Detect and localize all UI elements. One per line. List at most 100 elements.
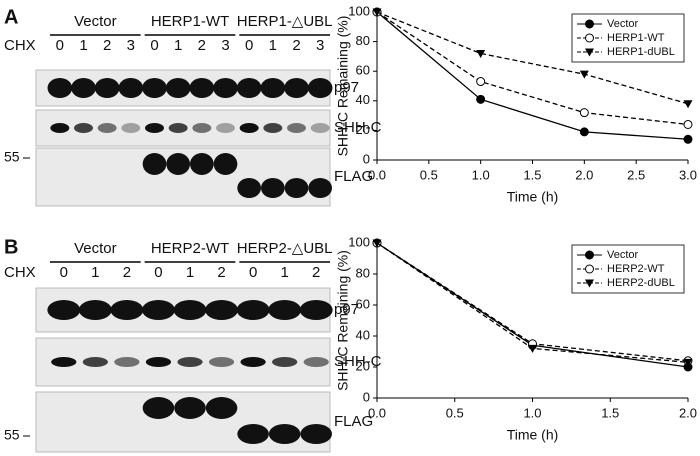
band bbox=[145, 123, 164, 133]
x-tick-label: 1.0 bbox=[523, 405, 541, 420]
band bbox=[165, 78, 191, 98]
lane-label: 0 bbox=[245, 37, 253, 54]
marker bbox=[528, 344, 537, 353]
band bbox=[308, 178, 332, 198]
band bbox=[47, 300, 81, 320]
group-label: Vector bbox=[74, 13, 117, 30]
legend-marker bbox=[585, 264, 594, 274]
band bbox=[78, 300, 112, 320]
band bbox=[237, 178, 261, 198]
band bbox=[118, 78, 144, 98]
legend-label: Vector bbox=[607, 249, 639, 261]
series-line bbox=[376, 11, 689, 105]
y-tick-label: 100 bbox=[348, 234, 370, 249]
band bbox=[145, 357, 172, 367]
legend-marker bbox=[585, 48, 594, 57]
lane-label: 2 bbox=[103, 37, 111, 54]
band bbox=[168, 123, 188, 133]
x-tick-label: 2.0 bbox=[575, 167, 593, 182]
y-tick-label: 0 bbox=[363, 389, 370, 404]
lane-label: 0 bbox=[60, 264, 68, 281]
x-tick-label: 1.0 bbox=[472, 167, 490, 182]
x-tick-label: 2.0 bbox=[679, 405, 697, 420]
band bbox=[114, 357, 140, 367]
marker bbox=[476, 49, 486, 58]
band bbox=[142, 153, 167, 175]
band bbox=[71, 78, 96, 98]
band bbox=[94, 78, 120, 98]
group-label: HERP1-WT bbox=[151, 13, 229, 30]
band bbox=[47, 78, 73, 98]
band bbox=[110, 300, 144, 320]
series-line bbox=[376, 11, 689, 140]
lane-label: 3 bbox=[221, 37, 229, 54]
x-tick-label: 0.5 bbox=[446, 405, 464, 420]
band bbox=[284, 178, 309, 198]
lane-label: 0 bbox=[150, 37, 158, 54]
band bbox=[287, 123, 306, 133]
marker bbox=[683, 119, 693, 129]
panel-label: A bbox=[4, 6, 18, 28]
band bbox=[263, 123, 283, 133]
band bbox=[121, 123, 141, 133]
legend-marker bbox=[585, 279, 594, 288]
band bbox=[190, 153, 214, 175]
band bbox=[237, 424, 269, 444]
series-line bbox=[376, 11, 689, 126]
band bbox=[236, 78, 262, 98]
lane-label: 2 bbox=[292, 37, 300, 54]
x-tick-label: 0.5 bbox=[420, 167, 438, 182]
lane-label: 0 bbox=[249, 264, 257, 281]
y-tick-label: 60 bbox=[356, 63, 370, 78]
treatment-label: CHX bbox=[4, 264, 36, 281]
size-marker: 55 bbox=[4, 149, 20, 165]
band bbox=[74, 123, 93, 133]
band bbox=[142, 78, 167, 98]
x-axis-title: Time (h) bbox=[507, 189, 559, 205]
legend-marker bbox=[585, 250, 594, 260]
group-label: HERP1-△UBL bbox=[237, 13, 333, 30]
band bbox=[213, 78, 238, 98]
row-label: SHH-C bbox=[334, 119, 382, 136]
y-tick-label: 60 bbox=[356, 296, 370, 311]
y-tick-label: 40 bbox=[356, 327, 370, 342]
row-label: FLAG bbox=[334, 168, 373, 185]
band bbox=[142, 397, 175, 419]
y-tick-label: 80 bbox=[356, 33, 370, 48]
y-tick-label: 100 bbox=[348, 3, 370, 18]
band bbox=[272, 357, 298, 367]
band bbox=[97, 123, 117, 133]
band bbox=[205, 300, 238, 320]
x-axis-title: Time (h) bbox=[507, 427, 559, 443]
y-tick-label: 20 bbox=[356, 358, 370, 373]
y-tick-label: 40 bbox=[356, 92, 370, 107]
band bbox=[166, 153, 191, 175]
y-tick-label: 20 bbox=[356, 122, 370, 137]
lane-label: 0 bbox=[56, 37, 64, 54]
group-label: HERP2-WT bbox=[151, 240, 229, 257]
band bbox=[51, 357, 77, 367]
marker bbox=[372, 8, 382, 17]
band bbox=[50, 123, 70, 133]
band bbox=[299, 300, 333, 320]
marker bbox=[683, 100, 693, 109]
lane-label: 3 bbox=[127, 37, 135, 54]
marker bbox=[476, 77, 486, 87]
x-tick-label: 2.5 bbox=[627, 167, 645, 182]
band bbox=[310, 123, 330, 133]
y-tick-label: 0 bbox=[363, 151, 370, 166]
legend-marker bbox=[585, 33, 594, 43]
marker bbox=[683, 134, 693, 144]
band bbox=[216, 123, 235, 133]
band bbox=[192, 123, 212, 133]
band bbox=[236, 300, 270, 320]
y-axis-title: SHH-C Remaining (%) bbox=[335, 16, 351, 157]
group-label: HERP2-△UBL bbox=[237, 240, 333, 257]
row-label: FLAG bbox=[334, 413, 373, 430]
band bbox=[307, 78, 333, 98]
y-axis-title: SHH-C Remaining (%) bbox=[335, 250, 351, 391]
lane-label: 2 bbox=[123, 264, 131, 281]
lane-label: 1 bbox=[174, 37, 182, 54]
band bbox=[268, 424, 301, 444]
